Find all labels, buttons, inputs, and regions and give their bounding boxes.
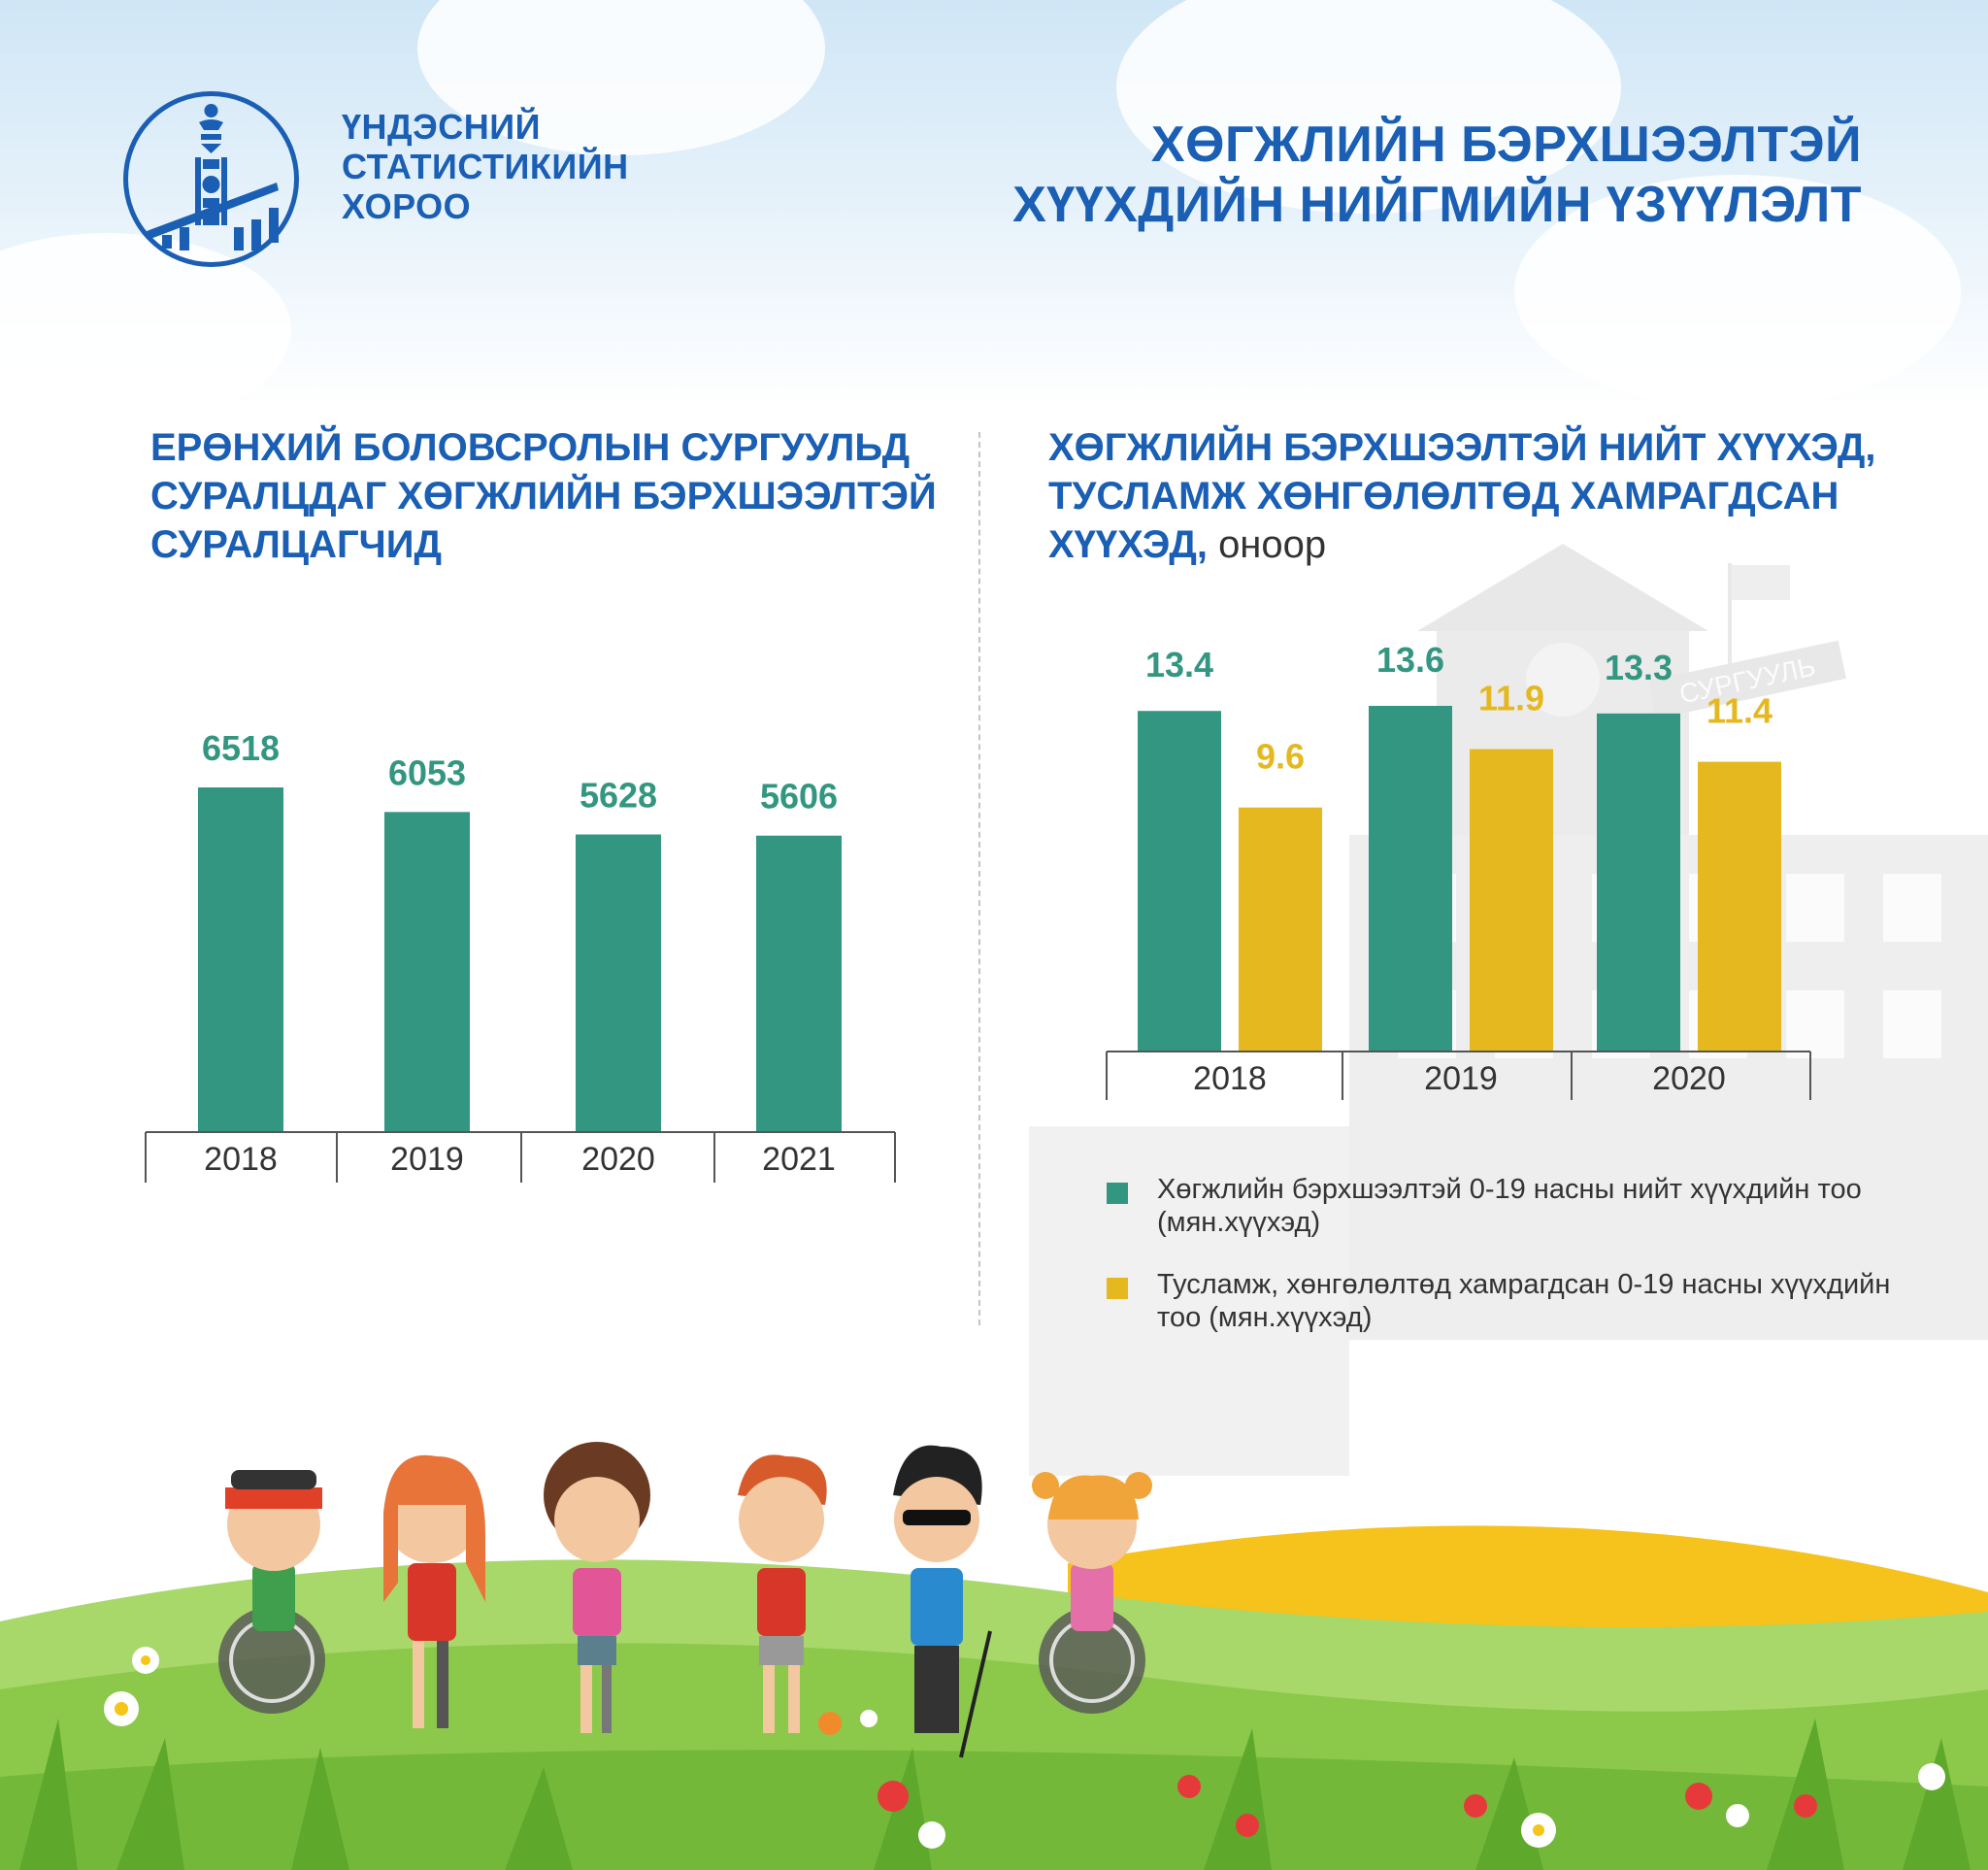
page-title: ХӨГЖЛИЙН БЭРХШЭЭЛТЭЙ ХҮҮХДИЙН НИЙГМИЙН Ү…: [1012, 115, 1862, 235]
chart2-data-label: 11.9: [1478, 679, 1544, 718]
chart1-bar-chart: 6518 6053 5628 5606 2018 2019 2020 2021: [145, 728, 896, 1183]
legend-label: Тусламж, хөнгөлөлтөд хамрагдсан 0-19 нас…: [1157, 1269, 1891, 1333]
chart2-bar-series-2: [1239, 807, 1322, 1052]
chart1-data-label: 6518: [202, 728, 280, 768]
chart1-data-label: 6053: [388, 752, 466, 792]
chart2-bar-series-1: [1597, 713, 1680, 1052]
chart2-data-label: 11.4: [1706, 691, 1773, 731]
org-name: ҮНДЭСНИЙ СТАТИСТИКИЙН ХОРОО: [342, 107, 629, 226]
chart1-data-label: 5628: [580, 775, 657, 815]
cloud: [1116, 0, 1621, 214]
chart2-data-label: 9.6: [1256, 737, 1305, 777]
org-name-line: СТАТИСТИКИЙН: [342, 147, 629, 186]
chart1-tick-label: 2020: [581, 1141, 655, 1178]
chart1-data-label: 5606: [760, 777, 838, 817]
chart2-data-label: 13.6: [1376, 640, 1444, 680]
org-name-line: ҮНДЭСНИЙ: [342, 107, 542, 147]
chart1-title-line: СУРАЛЦАГЧИД: [150, 523, 442, 566]
legend-label: Хөгжлийн бэрхшээлтэй 0-19 насны нийт хүү…: [1157, 1174, 1862, 1238]
chart2-title-line-text: ХҮҮХЭД,: [1048, 523, 1208, 566]
chart1-bar: [384, 812, 470, 1132]
chart1-title-line: ЕРӨНХИЙ БОЛОВСРОЛЫН СУРГУУЛЬД: [150, 426, 911, 469]
chart1-bar: [576, 834, 661, 1132]
chart2-data-label: 13.3: [1605, 648, 1673, 687]
chart1-title: ЕРӨНХИЙ БОЛОВСРОЛЫН СУРГУУЛЬД СУРАЛЦДАГ …: [150, 423, 937, 569]
chart2-title-line: ХҮҮХЭД, оноор: [1048, 520, 1876, 569]
chart2-title-line: ХӨГЖЛИЙН БЭРХШЭЭЛТЭЙ НИЙТ ХҮҮХЭД,: [1048, 426, 1876, 469]
legend-swatch-teal: [1107, 1183, 1128, 1204]
chart2-bar-chart: 13.4 13.6 13.3 9.6 11.9 11.4 2018 2019 2020: [1106, 640, 1811, 1100]
legend-item: Хөгжлийн бэрхшээлтэй 0-19 насны нийт хүү…: [1107, 1173, 1895, 1239]
chart2-title-unit: оноор: [1218, 523, 1327, 566]
chart1-tick-label: 2018: [204, 1141, 278, 1178]
nso-logo: [123, 91, 299, 267]
chart1-tick-label: 2019: [390, 1141, 464, 1178]
flowers: [104, 1647, 1945, 1849]
legend-item: Тусламж, хөнгөлөлтөд хамрагдсан 0-19 нас…: [1107, 1268, 1895, 1334]
chart2-bar-series-2: [1470, 749, 1553, 1052]
chart1-title-line: СУРАЛЦДАГ ХӨГЖЛИЙН БЭРХШЭЭЛТЭЙ: [150, 475, 937, 518]
chart1-tick-label: 2021: [762, 1141, 836, 1178]
legend-swatch-gold: [1107, 1278, 1128, 1299]
child-figures: [218, 1442, 1152, 1758]
chart2-tick-label: 2020: [1652, 1060, 1726, 1097]
chart1-bar: [756, 835, 842, 1132]
org-name-line: ХОРОО: [342, 186, 472, 226]
page-title-line: ХӨГЖЛИЙН БЭРХШЭЭЛТЭЙ: [1150, 117, 1862, 173]
cloud: [1514, 175, 1961, 408]
chart1-bar: [198, 787, 283, 1132]
page-title-line: ХҮҮХДИЙН НИЙГМИЙН ҮЗҮҮЛЭЛТ: [1012, 177, 1862, 233]
chart2-data-label: 13.4: [1145, 645, 1213, 685]
cloud: [0, 233, 291, 427]
chart2-title: ХӨГЖЛИЙН БЭРХШЭЭЛТЭЙ НИЙТ ХҮҮХЭД, ТУСЛАМ…: [1048, 423, 1876, 569]
chart2-bar-series-1: [1138, 711, 1221, 1052]
chart2-tick-label: 2019: [1424, 1060, 1498, 1097]
panel-divider: [978, 432, 980, 1325]
chart2-legend: Хөгжлийн бэрхшээлтэй 0-19 насны нийт хүү…: [1107, 1173, 1895, 1363]
chart2-title-line: ТУСЛАМЖ ХӨНГӨЛӨЛТӨД ХАМРАГДСАН: [1048, 475, 1839, 518]
chart2-bar-series-1: [1369, 706, 1452, 1052]
children-meadow-illustration: [0, 1442, 1988, 1870]
chart2-bar-series-2: [1698, 761, 1781, 1052]
chart2-tick-label: 2018: [1193, 1060, 1267, 1097]
